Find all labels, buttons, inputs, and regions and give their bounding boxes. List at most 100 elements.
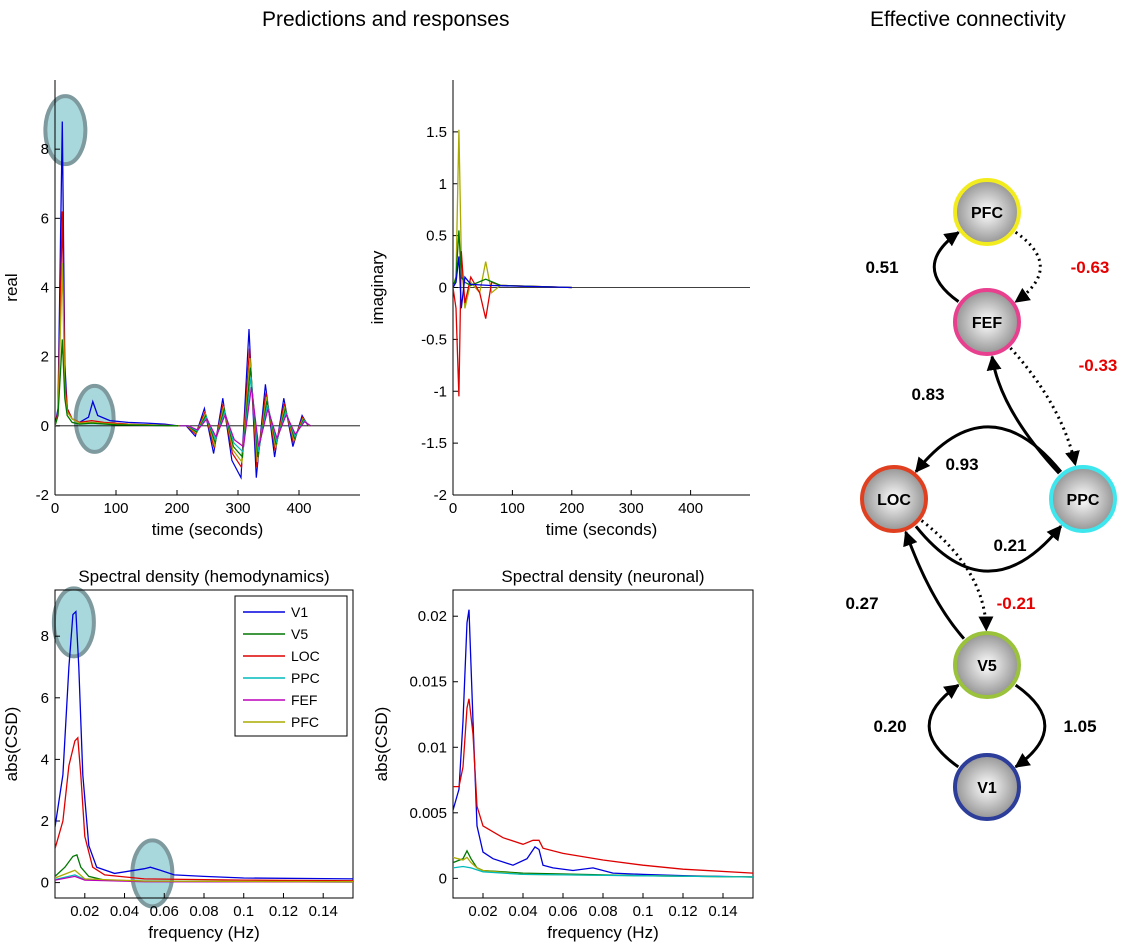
legend-label-V5: V5 <box>291 626 308 642</box>
edge-weight-label: -0.33 <box>1079 356 1118 375</box>
y-tick-label: 6 <box>41 690 49 707</box>
connectivity-graph: 0.51 -0.63 -0.33 0.83 0.93 0.21 -0.21 0.27 0.20 1… <box>845 178 1118 821</box>
node-label-v5: V5 <box>977 658 997 675</box>
x-tick-label: 0.1 <box>633 903 654 920</box>
y-axis-label: real <box>2 273 21 301</box>
x-tick-label: 300 <box>225 500 250 517</box>
series-line-LOC <box>453 698 753 874</box>
series-line-PPC <box>453 865 753 878</box>
legend-label-FEF: FEF <box>291 692 317 708</box>
y-tick-label: -1.5 <box>421 435 447 452</box>
x-axis-label: time (seconds) <box>152 520 263 539</box>
x-tick-label: 100 <box>103 500 128 517</box>
y-tick-label: 8 <box>41 141 49 158</box>
edge-weight-label: 0.83 <box>911 385 944 404</box>
y-tick-label: 2 <box>41 813 49 830</box>
y-tick-label: -2 <box>36 487 49 504</box>
legend-label-PFC: PFC <box>291 714 319 730</box>
node-label-v1: V1 <box>977 780 997 797</box>
x-tick-label: 300 <box>619 500 644 517</box>
series-line-V1 <box>453 609 753 878</box>
x-tick-label: 0.02 <box>70 903 99 920</box>
oscillation-line-FEF <box>179 387 311 448</box>
edge-v5-to-v1 <box>1014 683 1047 769</box>
x-tick-label: 0.14 <box>309 903 338 920</box>
y-tick-label: 0.02 <box>418 608 447 625</box>
x-tick-label: 0.06 <box>150 903 179 920</box>
series-group <box>453 609 753 878</box>
series-group <box>55 610 353 883</box>
main-title: Predictions and responses <box>262 8 510 31</box>
highlight-ellipse <box>130 838 175 909</box>
x-tick-label: 0.08 <box>189 903 218 920</box>
edge-ppc-to-fef <box>986 355 1061 475</box>
y-tick-label: 0 <box>439 870 447 887</box>
neuronal-spectral-plot: 0.02 0.04 0.06 0.08 0.1 0.12 0.14 0 0.005 0.01 0.0… <box>372 567 754 942</box>
highlight-ellipse <box>73 383 116 454</box>
x-tick-label: 0.06 <box>548 903 577 920</box>
edge-weight-label: 0.21 <box>993 536 1026 555</box>
series-line-LOC <box>55 736 353 882</box>
y-tick-label: 0.005 <box>409 805 447 822</box>
series-line-V1 <box>55 610 353 880</box>
node-loc <box>860 465 928 533</box>
x-tick-label: 0.12 <box>668 903 697 920</box>
node-label-pfc: PFC <box>971 205 1003 222</box>
y-tick-label: 4 <box>41 280 49 297</box>
y-tick-label: -1 <box>434 383 447 400</box>
plot-title: Spectral density (neuronal) <box>501 567 704 586</box>
legend-label-LOC: LOC <box>291 648 320 664</box>
x-tick-label: 200 <box>559 500 584 517</box>
y-tick-label: 0.5 <box>426 228 447 245</box>
x-tick-label: 0.04 <box>508 903 537 920</box>
edge-weight-label: 0.27 <box>845 594 878 613</box>
y-tick-label: 4 <box>41 751 49 768</box>
x-tick-label: 0 <box>449 500 457 517</box>
node-fef <box>953 288 1021 356</box>
series-line-V5 <box>55 339 178 427</box>
series-group <box>55 121 311 480</box>
x-tick-label: 100 <box>500 500 525 517</box>
hemodynamic-spectral-plot: 0.02 0.04 0.06 0.08 0.1 0.12 0.14 0 2 4 6 8 frequenc… <box>2 567 354 942</box>
edge-weight-label: 0.93 <box>945 455 978 474</box>
y-tick-label: 0 <box>41 875 49 892</box>
x-tick-label: 400 <box>286 500 311 517</box>
edge-weight-label: -0.63 <box>1071 258 1110 277</box>
x-tick-label: 0.08 <box>588 903 617 920</box>
legend-box <box>234 595 348 737</box>
y-axis-label: abs(CSD) <box>2 707 21 782</box>
edge-weight-label: 0.51 <box>865 258 898 277</box>
edge-weight-label: 0.20 <box>873 717 906 736</box>
edge-fef-to-pfc <box>932 231 960 303</box>
y-tick-label: 0.01 <box>418 739 447 756</box>
y-tick-label: 0 <box>41 418 49 435</box>
series-line-PFC <box>453 129 572 309</box>
y-tick-label: 0.015 <box>409 674 447 691</box>
node-v1 <box>953 753 1021 821</box>
y-tick-label: 0 <box>439 280 447 297</box>
legend-label-V1: V1 <box>291 604 308 620</box>
x-axis-label: time (seconds) <box>546 520 657 539</box>
series-line-LOC <box>453 251 572 397</box>
imaginary-time-plot: 0 100 200 300 400 -2 -1.5 -1 -0.5 0 0.5 1 1.5 time (s… <box>370 80 750 539</box>
node-label-loc: LOC <box>877 492 911 509</box>
series-line-PFC <box>55 263 178 427</box>
x-tick-label: 0.12 <box>269 903 298 920</box>
edge-v1-to-v5 <box>927 683 960 769</box>
node-ppc <box>1049 465 1117 533</box>
series-line-V1 <box>55 121 178 427</box>
edge-ppc-to-loc <box>914 425 1063 473</box>
edge-weight-label: 1.05 <box>1063 717 1096 736</box>
x-tick-label: 0.02 <box>468 903 497 920</box>
edge-fef-to-ppc <box>1009 346 1080 467</box>
y-tick-label: -0.5 <box>421 331 447 348</box>
edge-pfc-to-fef <box>1014 230 1042 304</box>
x-tick-label: 0.04 <box>110 903 139 920</box>
plot-title: Spectral density (hemodynamics) <box>78 567 329 586</box>
edge-v5-to-loc <box>903 530 966 640</box>
node-v5 <box>953 631 1021 699</box>
legend-label-PPC: PPC <box>291 670 320 686</box>
x-axis-label: frequency (Hz) <box>547 923 658 942</box>
legend: V1 V5 LOC PPC FEF PFC <box>234 595 348 737</box>
